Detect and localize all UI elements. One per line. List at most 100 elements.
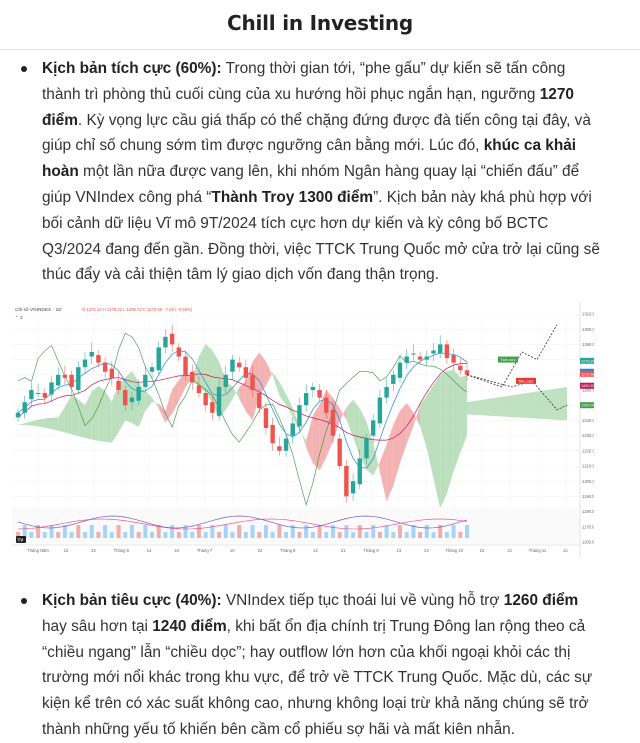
cloud-segment: [252, 352, 260, 421]
cloud-segment: [339, 407, 347, 422]
volume-bar: [304, 525, 309, 538]
volume-bar: [196, 525, 201, 538]
cloud-segment: [98, 385, 106, 442]
cloud-segment: [18, 423, 25, 426]
candle-body: [102, 362, 108, 372]
positive-scenario-paragraph: Kịch bản tích cực (60%): Trong thời gian…: [42, 56, 602, 288]
x-tick-label: Tháng 11: [529, 548, 547, 553]
volume-bar: [237, 525, 242, 538]
cloud-segment: [373, 442, 380, 476]
volume-bar: [150, 532, 155, 538]
y-tick-label: 1240.00: [582, 418, 594, 423]
candle-body: [143, 374, 148, 387]
x-tick-label: 12: [313, 548, 318, 553]
cloud-segment: [346, 399, 354, 438]
negative-scenario-label: Tiêu cực: [518, 378, 533, 383]
volume-bar: [210, 525, 215, 538]
x-tick-label: Tháng 6: [114, 548, 130, 553]
candle-body: [210, 402, 215, 413]
volume-bar: [444, 532, 449, 538]
candle-body: [464, 370, 470, 375]
cloud-segment: [232, 387, 240, 400]
cloud-segment: [165, 389, 173, 423]
candle-body: [69, 374, 74, 387]
cloud-segment: [125, 370, 132, 424]
candle-body: [62, 374, 68, 378]
candle-body: [176, 347, 182, 357]
cloud-segment: [225, 379, 233, 410]
cloud-segment: [78, 399, 86, 438]
cloud-segment: [420, 395, 427, 449]
volume-bar: [56, 532, 61, 538]
candle-body: [411, 353, 416, 355]
base-line: [17, 363, 467, 441]
candle-body: [183, 356, 188, 375]
volume-bar: [129, 525, 134, 538]
candle-body: [49, 382, 54, 395]
candle-body: [283, 438, 289, 451]
cloud-segment: [406, 403, 414, 444]
chart-collapse[interactable]: ⌃ 3: [15, 315, 23, 320]
volume-bar: [123, 532, 128, 538]
volume-bar: [143, 525, 148, 538]
volume-bar: [451, 525, 456, 538]
candle-body: [270, 424, 275, 444]
text-run: . Kỳ vọng lực cầu giá thấp có thể chặng …: [42, 111, 591, 155]
y-tick-label: 1160.00: [582, 540, 594, 545]
chart-symbol: Chỉ số VNINDEX · 1D: [15, 306, 62, 313]
candle-body: [257, 393, 262, 409]
cloud-segment: [440, 370, 447, 509]
cloud-segment: [393, 410, 400, 486]
volume-bar: [431, 532, 436, 538]
volume-bar: [42, 532, 47, 538]
candle-body: [243, 367, 249, 378]
volume-bar: [22, 525, 27, 538]
positive-scenario-path: [466, 324, 558, 388]
volume-bar: [351, 532, 356, 538]
volume-bar: [49, 525, 54, 538]
vnindex-chart: Tích cực Tiêu cực Chỉ số VNINDEX · 1D O 1…: [12, 302, 594, 558]
candle-body: [337, 438, 342, 466]
page-header: Chill in Investing: [0, 0, 640, 50]
tradingview-logo: [16, 536, 26, 543]
volume-bar: [297, 532, 302, 538]
candle-body: [417, 356, 423, 360]
cloud-segment: [44, 417, 52, 430]
price-tag-label: 1270.66: [581, 372, 594, 376]
volume-bar: [357, 525, 362, 538]
volume-bar: [377, 532, 382, 538]
header-divider: [0, 49, 640, 50]
candle-body: [431, 350, 436, 354]
candle-body: [377, 397, 383, 424]
tradingview-logo-text: TV: [18, 538, 24, 543]
candle-body: [364, 438, 369, 459]
positive-scenario-label: Tích cực: [500, 357, 516, 362]
candle-body: [163, 336, 168, 348]
volume-bar: [170, 525, 175, 538]
negative-scenario-tag: [516, 377, 536, 384]
price-tag-label: 1250.00: [581, 404, 594, 408]
x-tick-label: 24: [174, 548, 179, 553]
cloud-segment: [38, 418, 45, 428]
bullet-dot: [21, 598, 27, 604]
volume-bar: [391, 532, 396, 538]
lagging-span: [17, 332, 468, 506]
cloud-future: [467, 386, 567, 421]
volume-bar: [344, 525, 349, 538]
y-tick-label: 1190.00: [582, 494, 594, 499]
oscillator-signal: [17, 518, 468, 530]
cloud-segment: [399, 403, 407, 464]
x-tick-label: Tháng 8: [280, 548, 296, 553]
text-run: VNIndex tiếp tục thoái lui về vùng hỗ tr…: [221, 592, 504, 609]
volume-bar: [217, 532, 222, 538]
x-tick-label: 21: [507, 548, 512, 553]
volume-bar: [364, 532, 369, 538]
bold-run: Thành Troy 1300 điểm: [211, 188, 374, 206]
oscillator-line: [17, 515, 468, 529]
x-tick-label: 22: [258, 548, 263, 553]
cloud-segment: [379, 444, 387, 502]
volume-bar: [371, 525, 376, 538]
cloud-segment: [460, 375, 467, 453]
x-tick-label: Tháng 10: [445, 548, 463, 553]
cloud-segment: [71, 395, 79, 437]
